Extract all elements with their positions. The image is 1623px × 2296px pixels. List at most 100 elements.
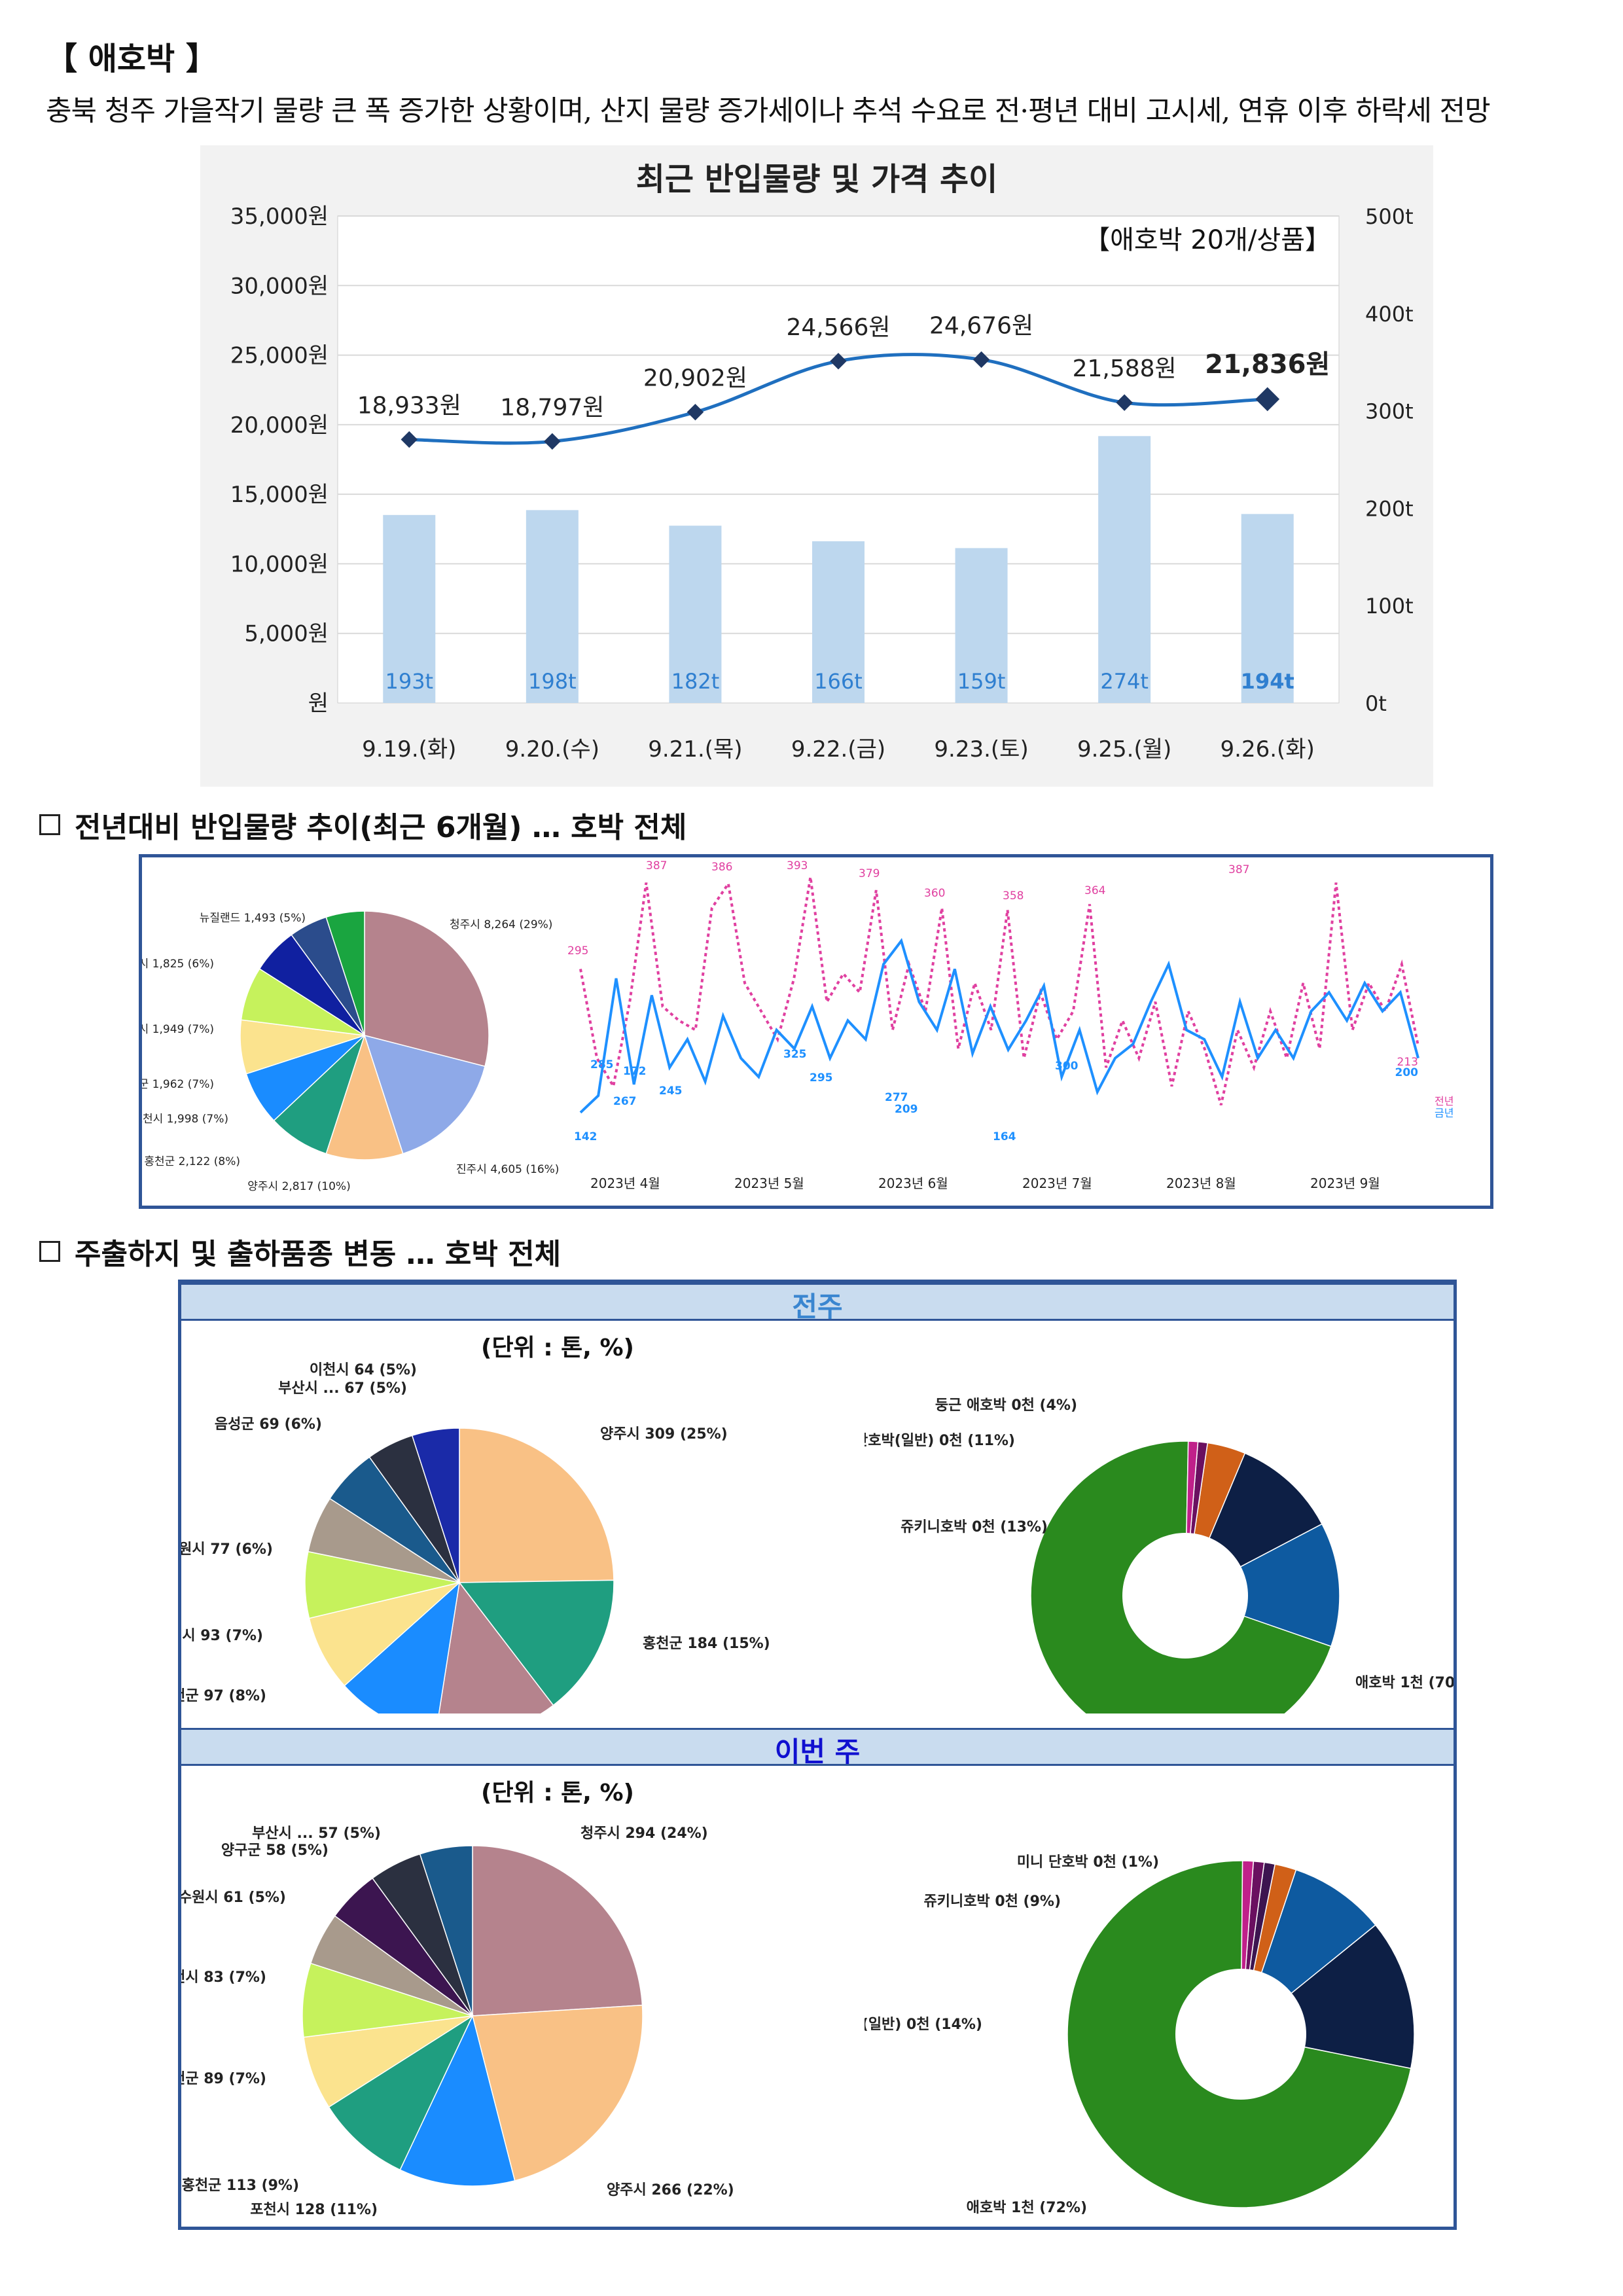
pie-slice [273,1035,365,1155]
y-left-tick-label: 10,000원 [230,551,329,577]
bar-data-label: 193t [385,669,433,694]
line-data-label: 325 [783,1048,807,1061]
origin-share-pie-chart: 청주시 8,264 (29%) 진주시 4,605 (16%) 양주시 2,817 … [142,910,559,1193]
y-right-tick-label: 200t [1365,496,1414,521]
checkbox-square-icon [39,1241,60,1262]
pie-slice-label: 단호박(일반) 0천 (11%) [865,1433,1015,1449]
pie-slice-label: 수원시 61 (5%) [181,1890,286,1906]
line-data-label: 295 [567,944,588,958]
y-left-tick-label: 25,000원 [230,343,329,369]
line-data-label: 172 [623,1065,647,1078]
this-week-variety-donut: 애호박 1천 (72%) 단호박(일반) 0천 (14%) 쥬키니호박 0천 (9%… [865,1854,1415,2216]
pie-slice [472,2004,643,2181]
line-data-label: 164 [993,1130,1016,1143]
price-data-label: 24,566원 [786,314,890,341]
pie-slice-label: 포천시 128 (11%) [250,2202,378,2218]
line-data-label: 379 [859,867,880,880]
x-tick-label: 2023년 6월 [878,1175,948,1191]
y-right-tick-label: 0t [1365,691,1387,716]
x-tick-label: 2023년 9월 [1310,1175,1380,1191]
y-left-tick-label: 20,000원 [230,412,329,439]
x-tick-label: 2023년 7월 [1022,1175,1092,1191]
y-left-tick-label: 30,000원 [230,273,329,299]
donut-hole [1175,1969,1306,2100]
pie-slice-label: 청주시 8,264 (29%) [450,918,552,931]
line-data-label: 277 [885,1091,908,1104]
pie-slice-label: 둥근 애호박 0천 (4%) [935,1397,1077,1414]
pie-slice-label: 양주시 2,817 (10%) [247,1180,350,1193]
pie-slice [411,1427,460,1583]
pie-slice [1184,1523,1340,1647]
price-data-label: 21,836원 [1205,350,1330,380]
line-data-label: 209 [895,1103,918,1116]
line-data-label: 245 [659,1085,683,1098]
pie-slice-label: 춘천시 1,949 (7%) [142,1023,214,1036]
bar [1098,436,1151,703]
section-header-origin-variety: 주출하지 및 출하품종 변동 … 호박 전체 [39,1230,561,1272]
price-data-label: 20,902원 [643,365,747,392]
pie-slice [303,2015,473,2108]
line-data-label: 300 [1055,1060,1079,1073]
price-data-label: 21,588원 [1073,355,1177,382]
bar-data-label: 198t [528,669,577,694]
pie-slice-label: 포천시 1,998 (7%) [142,1113,228,1126]
line-data-label: 142 [574,1130,597,1143]
unit-label: (단위 : 톤, %) [480,1780,634,1806]
section-title: 주출하지 및 출하품종 변동 … 호박 전체 [75,1238,562,1271]
volume-trend-frame: 청주시 8,264 (29%) 진주시 4,605 (16%) 양주시 2,817 … [139,854,1493,1209]
last-week-origin-pie: 양주시 309 (25%)홍천군 184 (15%)청주시 160 (13%)포… [181,1362,770,1713]
line-data-label: 386 [711,861,732,874]
price-marker [401,431,418,448]
checkbox-square-icon [39,814,60,835]
section-header-volume-trend: 전년대비 반입물량 추이(최근 6개월) … 호박 전체 [39,804,687,846]
x-tick-label: 2023년 8월 [1166,1175,1236,1191]
bar [1241,514,1294,703]
x-tick-label: 9.26.(화) [1221,736,1315,762]
pie-slice-label: 홍천군 2,122 (8%) [144,1155,240,1168]
pie-slice-label: 쥬키니호박 0천 (13%) [901,1519,1048,1535]
pie-slice-label: 청주시 294 (24%) [580,1825,708,1842]
pie-slice-label: 쥬키니호박 0천 (9%) [923,1893,1061,1910]
price-volume-chart-panel: 최근 반입물량 및 가격 추이 원 5,000원 10,000원 15,000원 20,0… [200,145,1433,787]
x-tick-label: 9.25.(월) [1077,736,1171,762]
x-tick-label: 9.19.(화) [362,736,456,762]
donut-hole [1122,1533,1248,1659]
price-data-label: 18,797원 [500,394,604,421]
pie-slice [325,1033,404,1160]
line-data-label: 285 [590,1058,614,1071]
this-week-origin-pie: 청주시 294 (24%) 양주시 266 (22%) 포천시 128 (11%) 홍… [181,1825,734,2218]
line-data-label: 387 [1228,863,1249,876]
pie-slice-label: 화천군 1,962 (7%) [142,1078,214,1091]
panel-band-this-week: 이번 주 [181,1728,1454,1768]
page-summary: 충북 청주 가을작기 물량 큰 폭 증가한 상황이며, 산지 물량 증가세이나 … [46,95,1491,128]
line-data-label: 213 [1397,1056,1418,1069]
pie-slice [344,1581,461,1713]
line-data-label: 393 [787,859,808,872]
price-marker [544,433,561,450]
bar [669,526,722,703]
chart-annotation: 【애호박 20개/상품】 [1084,225,1331,255]
pie-slice-label: 홍천군 113 (9%) [182,2178,299,2194]
bar-data-label: 194t [1241,669,1294,694]
pie-slice-label: 춘천시 93 (7%) [181,1628,263,1644]
pie-slice-label: 수원시 77 (6%) [181,1541,273,1558]
x-tick-label: 9.23.(토) [934,736,1028,762]
y-right-tick-label: 100t [1365,594,1414,619]
x-tick-label: 2023년 4월 [590,1175,660,1191]
last-week-variety-donut: 애호박 1천 (70%) 쥬키니호박 0천 (13%) 단호박(일반) 0천 (11… [865,1397,1454,1713]
line-data-label: 360 [924,887,945,900]
y-left-tick-label: 15,000원 [230,482,329,508]
legend-label: 전년 [1435,1095,1454,1107]
line-data-label: 387 [646,859,667,872]
pie-slice-label: 양주시 309 (25%) [600,1426,728,1443]
x-tick-label: 9.20.(수) [505,736,599,762]
pie-slice-label: 뉴질랜드 1,493 (5%) [200,912,306,925]
y-left-tick-label: 5,000원 [244,621,329,647]
bar-data-label: 274t [1100,669,1149,694]
pie-slice-label: 음성군 69 (6%) [215,1416,322,1433]
price-data-label: 18,933원 [357,393,461,420]
line-data-label: 200 [1395,1066,1419,1079]
pie-slice-label: 애호박 1천 (70%) [1355,1675,1454,1691]
section-title: 전년대비 반입물량 추이(최근 6개월) … 호박 전체 [75,811,687,844]
price-marker [1255,387,1280,412]
